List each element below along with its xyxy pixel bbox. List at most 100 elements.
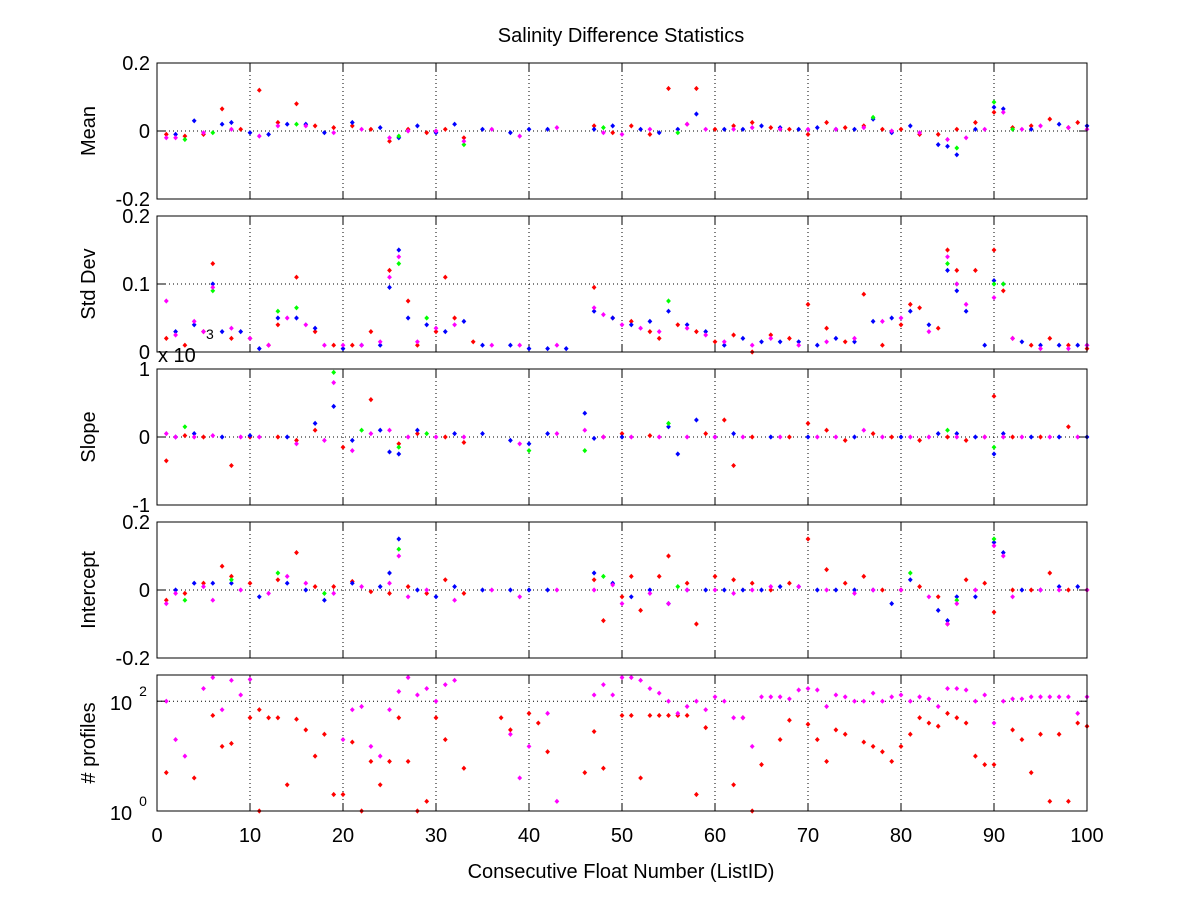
data-point xyxy=(229,462,234,469)
data-point xyxy=(349,448,355,454)
data-point xyxy=(1028,342,1034,348)
data-point xyxy=(1047,694,1053,700)
data-point xyxy=(312,325,318,331)
panel-intercept: 0.2 0 -0.2 Intercept xyxy=(78,512,1090,670)
data-point xyxy=(787,335,792,341)
data-point xyxy=(591,308,597,314)
data-point xyxy=(173,131,178,137)
data-point xyxy=(1075,342,1081,348)
data-point xyxy=(1047,798,1053,804)
data-point xyxy=(256,434,262,440)
data-point xyxy=(210,281,216,287)
y-tick-label: -0.2 xyxy=(116,648,150,670)
data-point xyxy=(591,577,597,583)
data-point xyxy=(796,584,802,590)
data-point xyxy=(415,692,420,698)
data-point xyxy=(294,441,299,447)
data-point xyxy=(349,739,355,745)
data-point xyxy=(638,775,643,781)
data-point xyxy=(805,685,811,692)
data-point xyxy=(1038,123,1043,129)
data-point xyxy=(731,431,736,437)
data-point xyxy=(814,434,820,440)
data-point xyxy=(387,427,392,433)
data-point xyxy=(945,143,950,149)
data-point xyxy=(666,601,671,607)
data-point xyxy=(703,126,709,132)
data-point xyxy=(1000,109,1006,115)
data-point xyxy=(340,444,346,450)
data-point xyxy=(387,707,392,713)
data-point xyxy=(954,597,960,603)
data-point xyxy=(229,573,234,579)
data-point xyxy=(508,342,513,348)
data-point xyxy=(1075,119,1081,126)
data-point xyxy=(768,335,774,341)
panel-mean: 0.2 0 -0.2 Mean xyxy=(78,53,1090,211)
data-point xyxy=(907,308,913,314)
data-point xyxy=(219,106,225,112)
data-point xyxy=(805,126,811,132)
data-point xyxy=(461,318,467,324)
data-point xyxy=(1066,587,1071,593)
data-point xyxy=(340,346,346,352)
data-point xyxy=(787,434,792,440)
data-point xyxy=(452,584,457,590)
data-point xyxy=(349,707,355,713)
data-point xyxy=(712,434,718,440)
data-point xyxy=(1075,720,1081,726)
data-point xyxy=(991,247,997,253)
data-point xyxy=(870,431,876,437)
data-point xyxy=(1028,587,1034,593)
data-point xyxy=(396,133,402,139)
data-point xyxy=(628,434,634,440)
data-point xyxy=(675,584,681,590)
data-point xyxy=(833,587,839,593)
data-point xyxy=(666,712,671,719)
data-point xyxy=(870,114,876,120)
data-point xyxy=(787,696,792,702)
data-point xyxy=(935,142,941,148)
data-point xyxy=(1066,694,1071,700)
data-point xyxy=(387,758,392,765)
data-point xyxy=(526,441,532,447)
data-point xyxy=(359,427,364,433)
data-point xyxy=(675,126,681,132)
data-point xyxy=(1066,798,1071,804)
data-point xyxy=(377,782,383,788)
data-point xyxy=(926,594,932,600)
data-point xyxy=(182,133,188,139)
data-point xyxy=(266,715,271,721)
data-point xyxy=(656,712,662,719)
data-point xyxy=(833,692,839,698)
data-point xyxy=(229,580,234,586)
data-point xyxy=(452,322,457,328)
data-point xyxy=(777,434,783,440)
data-point xyxy=(935,607,941,613)
data-point xyxy=(424,590,430,596)
data-point xyxy=(610,692,616,698)
data-point xyxy=(898,587,904,593)
data-point xyxy=(768,694,774,700)
data-point xyxy=(898,315,904,321)
y-axis-label: Mean xyxy=(78,106,100,156)
data-point xyxy=(954,126,960,132)
data-point xyxy=(396,254,402,260)
data-point xyxy=(191,318,197,324)
data-point xyxy=(805,131,811,137)
series-1 xyxy=(173,536,1081,624)
data-point xyxy=(387,284,392,290)
data-point xyxy=(768,587,774,593)
data-point xyxy=(889,128,895,134)
data-point xyxy=(210,674,216,681)
y-tick-label: 0 xyxy=(139,342,150,364)
data-point xyxy=(610,582,616,588)
data-point xyxy=(173,736,178,743)
data-point xyxy=(480,587,485,593)
data-point xyxy=(201,329,206,335)
data-point xyxy=(749,434,755,440)
data-point xyxy=(917,715,922,721)
data-point xyxy=(814,342,820,348)
data-point xyxy=(619,594,625,600)
data-point xyxy=(684,712,690,719)
